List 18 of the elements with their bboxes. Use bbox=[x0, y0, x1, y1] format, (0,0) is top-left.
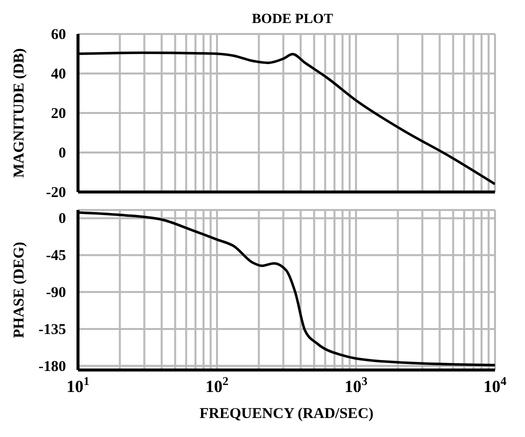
y-tick-label: -180 bbox=[38, 358, 66, 375]
x-tick-label: 10$^{2}$ bbox=[206, 374, 229, 396]
y-tick-label: 40 bbox=[51, 66, 66, 82]
y-tick-label: 0 bbox=[58, 211, 66, 228]
y-tick-label: 0 bbox=[58, 146, 66, 162]
x-tick-label: 10$^{1}$ bbox=[66, 374, 90, 396]
x-axis-title: FREQUENCY (RAD/SEC) bbox=[199, 406, 374, 422]
y-tick-label: -135 bbox=[38, 322, 66, 338]
y-axis-title: PHASE (DEG) bbox=[11, 242, 28, 338]
chart-title: BODE PLOT bbox=[250, 12, 334, 28]
y-tick-label: -20 bbox=[46, 185, 66, 201]
y-tick-label: -90 bbox=[46, 285, 66, 302]
x-tick-label: 10$^{4}$ bbox=[484, 374, 507, 396]
y-tick-label: -45 bbox=[46, 248, 66, 264]
y-tick-label: 20 bbox=[51, 106, 66, 122]
y-tick-label: 60 bbox=[51, 27, 66, 43]
y-axis-title: MAGNITUDE (DB) bbox=[11, 48, 28, 178]
x-tick-label: 10$^{3}$ bbox=[344, 374, 368, 396]
